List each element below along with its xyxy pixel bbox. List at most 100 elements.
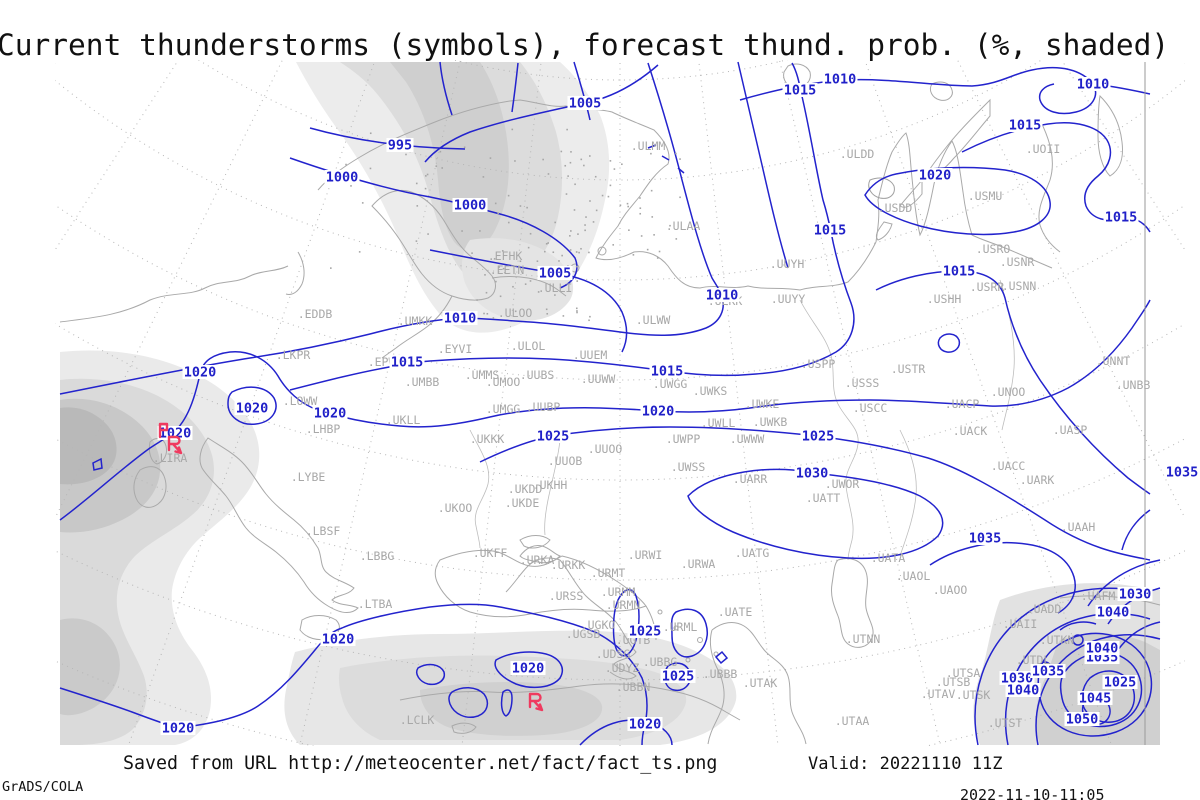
isobar-label: 1040 [1097,605,1130,621]
station-label: .LTBA [358,597,393,611]
station-label: .EETN [490,263,525,277]
station-label: .UKOO [438,501,473,515]
station-label: .UACC [991,459,1026,473]
isobar-label-box [917,168,953,182]
station-label: .USNN [1002,279,1037,293]
rivers [469,279,1015,561]
station-label: .UWOR [825,477,860,491]
station-label: .UTSA [946,666,981,680]
isobar-label-box [1084,641,1120,655]
station-label: .URKA [520,553,555,567]
station-label: .UAOL [896,569,931,583]
isobar-label-box [1030,664,1066,678]
isobar-label-box [234,401,270,415]
station-label: .USTR [891,362,926,376]
isobar-label-box [800,429,836,443]
isobar-label-box [535,429,571,443]
isobar-label-box [160,721,196,735]
station-label: .UKFF [473,546,508,560]
station-label: .UUBP [526,400,561,414]
isobar-label: 1030 [796,466,829,482]
station-label: .UKDD [508,482,543,496]
station-label: .UKHH [533,478,568,492]
isobar-label: 1015 [814,223,847,239]
station-label: .USSS [845,376,880,390]
station-label: .ULWW [636,313,671,327]
station-label: .UGKO [581,618,616,632]
station-label: .URKK [551,558,586,572]
station-label: .USHH [927,292,962,306]
isobar-label-box [1007,118,1043,132]
isobar-label: 1015 [943,264,976,280]
station-labels: .ULMM .ULDD .UOII .ULAA .USDD .USMU .UUYH .UUYY… [153,139,1151,730]
station-label: .UTDL [1016,653,1051,667]
station-label: .UARR [733,472,768,486]
isobar-label-box [941,264,977,278]
isobar-label-box [782,83,818,97]
isobar-label: 1035 [969,531,1002,547]
isobar-label: 1010 [1077,77,1110,93]
isobar-label-box [794,466,830,480]
station-label: .URWI [628,548,663,562]
isobar-label: 1050 [1066,712,1099,728]
isobar-label-box [812,223,848,237]
station-label: .UTAK [743,676,778,690]
isobar-label-box [1075,77,1111,91]
station-label: .UACK [953,424,988,438]
isobar-label-box [510,661,546,675]
isobar-label-box [567,96,603,110]
isobar-label: 1010 [706,288,739,304]
isobar-label: 1020 [314,406,347,422]
station-label: .UUYH [770,257,805,271]
station-label: .LBBG [360,549,395,563]
isobar-label: 995 [388,138,412,154]
coast-speckles [330,128,681,322]
station-label: .UUBS [520,368,555,382]
station-label: .LCLK [400,713,435,727]
isobar-label: 1025 [1104,675,1137,691]
isobar-label: 1045 [1079,691,1112,707]
isobar-label-box [182,365,218,379]
isobar-label: 1030 [1119,587,1152,603]
station-label: .UWPP [666,432,701,446]
storm-symbol-storm [528,692,544,712]
station-label: .UKKK [470,432,505,446]
isobar-label-box [649,364,685,378]
isobar-label-box [442,311,478,325]
isobar-label-box [1164,465,1200,479]
station-label: .UUEM [573,348,608,362]
station-label: .UKDE [505,496,540,510]
station-label: .UBBN [616,680,651,694]
station-label: .UATG [735,546,770,560]
station-label: .UARK [1020,473,1055,487]
station-label: .UMKK [398,314,433,328]
station-label: .UATA [871,551,906,565]
station-label: .UAFM [1081,589,1116,603]
isobar-label: 1020 [642,404,675,420]
isobar-label: 1025 [802,429,835,445]
station-label: .UWKS [693,384,728,398]
isobar-label: 1020 [162,721,195,737]
isobar-label: 1020 [184,365,217,381]
isobar-label-box [537,266,573,280]
station-label: .URMN [606,598,641,612]
station-label: .USRR [970,280,1005,294]
isobar-label: 1030 [1001,671,1034,687]
isobar-label-box [312,406,348,420]
station-label: .UAAH [1061,520,1096,534]
station-label: .UTNN [846,632,881,646]
station-label: .USDD [878,201,913,215]
isobar-label: 1025 [537,429,570,445]
isobar-label: 1020 [919,168,952,184]
station-label: .LOWW [283,394,318,408]
station-label: .UDYZ [605,661,640,675]
station-label: .ULDD [840,147,875,161]
isobar-label-box [1102,675,1138,689]
station-label: .LKPR [276,348,311,362]
isobar-label-box [1064,712,1100,726]
isobar-label: 1035 [1166,465,1199,481]
isobar-label-box [999,671,1035,685]
station-label: .UWGG [653,377,688,391]
isobar-label-box [389,355,425,369]
